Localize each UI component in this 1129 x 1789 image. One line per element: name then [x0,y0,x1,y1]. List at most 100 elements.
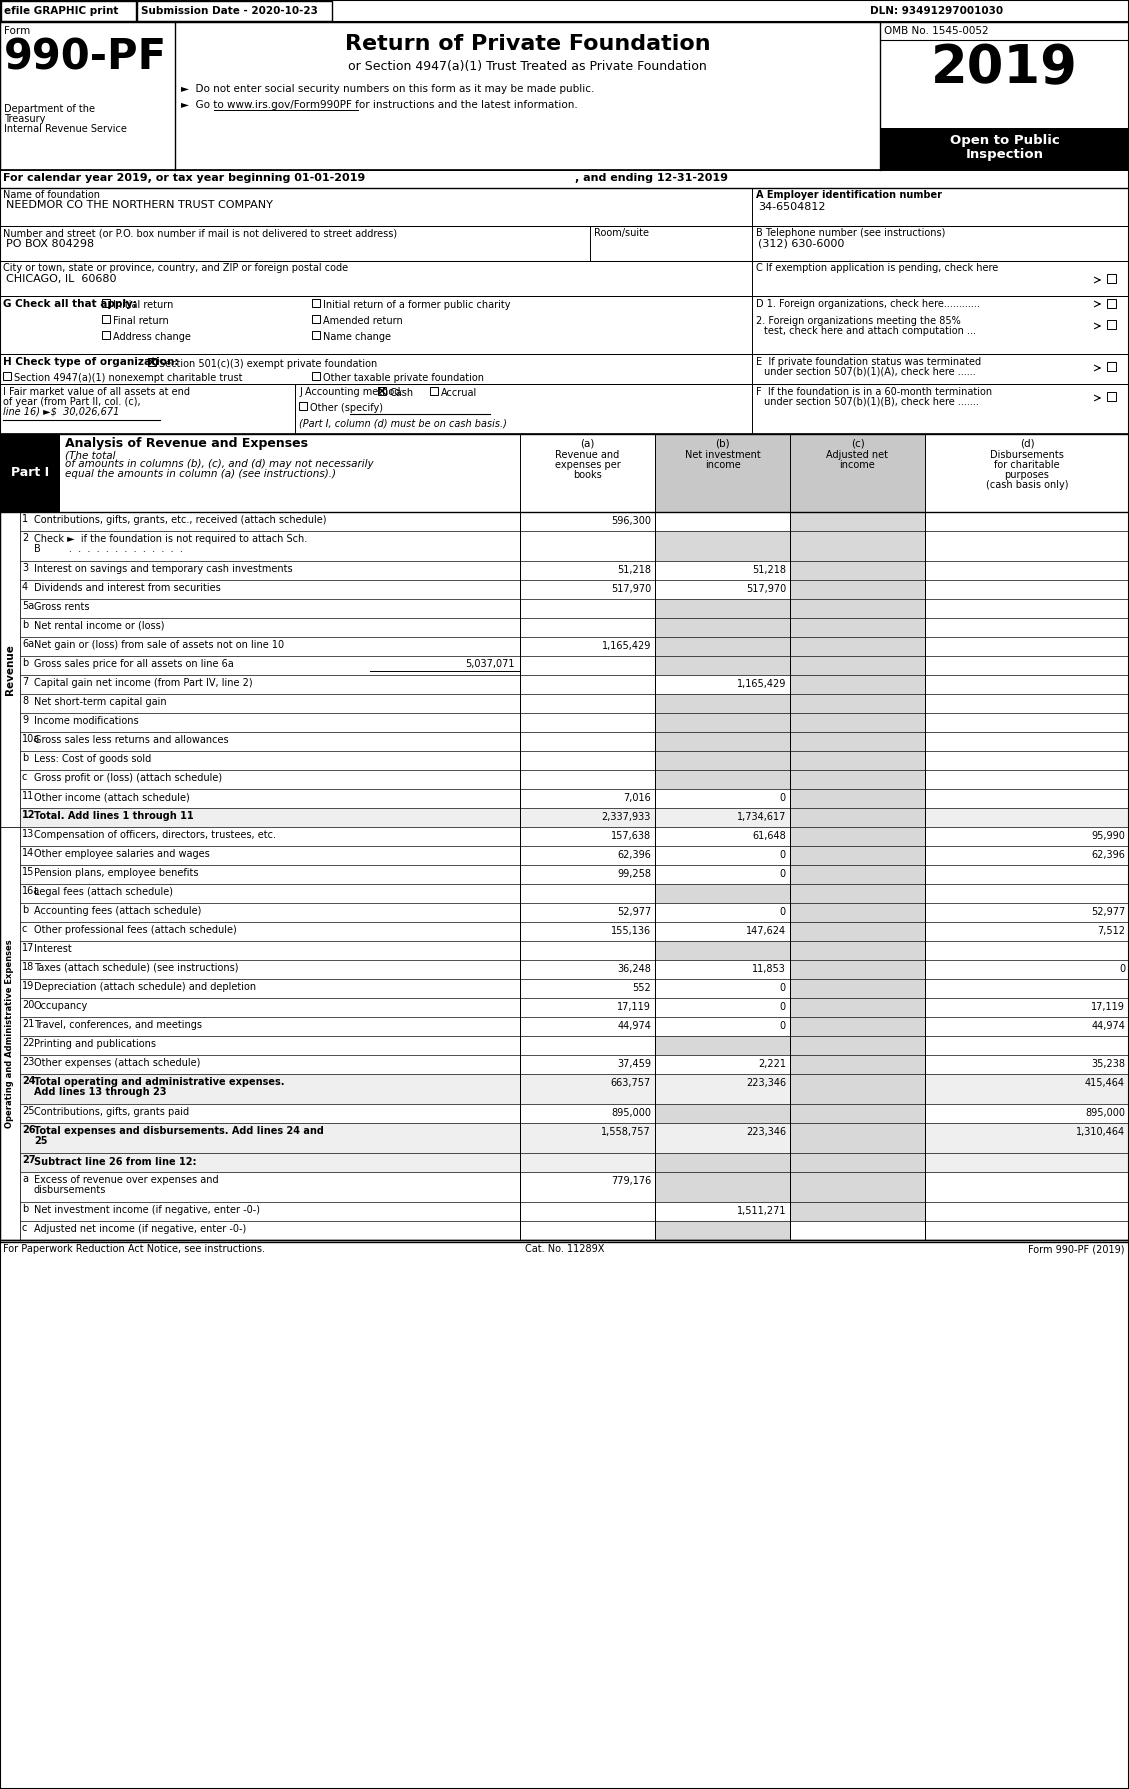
Bar [20,921,520,941]
Text: 51,218: 51,218 [618,565,651,574]
Bar [520,562,655,580]
Text: 2: 2 [21,533,28,544]
Bar [790,599,925,617]
Text: 1,734,617: 1,734,617 [736,812,786,821]
Bar [790,789,925,809]
Bar [790,903,925,921]
Bar [0,385,1129,435]
Bar [20,714,520,732]
Bar [20,1016,520,1036]
Bar [925,732,1129,751]
Bar [20,637,520,657]
Bar [655,580,790,599]
Text: Other income (attach schedule): Other income (attach schedule) [34,793,190,801]
Text: Other employee salaries and wages: Other employee salaries and wages [34,850,210,859]
Text: b: b [21,1204,28,1215]
Text: disbursements: disbursements [34,1184,106,1195]
Text: 1,558,757: 1,558,757 [602,1127,651,1138]
Text: a: a [21,1174,28,1184]
Text: Cash: Cash [390,388,413,397]
Bar [925,827,1129,846]
Text: Accrual: Accrual [441,388,478,397]
Text: Department of the: Department of the [5,104,95,114]
Bar [925,751,1129,769]
Bar [378,386,386,395]
Text: B         .  .  .  .  .  .  .  .  .  .  .  .  .: B . . . . . . . . . . . . . [34,544,183,555]
Text: 0: 0 [780,907,786,918]
Bar [520,1222,655,1240]
Bar [520,531,655,562]
Bar [20,674,520,694]
Bar [925,599,1129,617]
Bar [520,714,655,732]
Bar [790,979,925,998]
Text: 61,648: 61,648 [752,832,786,841]
Bar [790,732,925,751]
Text: 1,511,271: 1,511,271 [736,1206,786,1217]
Text: equal the amounts in column (a) (see instructions).): equal the amounts in column (a) (see ins… [65,469,336,479]
Text: 23: 23 [21,1057,34,1066]
Text: 157,638: 157,638 [611,832,651,841]
Bar [790,751,925,769]
Bar [655,1073,790,1104]
Text: 44,974: 44,974 [1091,1022,1124,1030]
Bar [655,694,790,714]
Text: Treasury: Treasury [5,114,45,123]
Text: test, check here and attach computation ...: test, check here and attach computation … [764,326,975,336]
Text: or Section 4947(a)(1) Trust Treated as Private Foundation: or Section 4947(a)(1) Trust Treated as P… [348,61,707,73]
Text: Printing and publications: Printing and publications [34,1039,156,1048]
Text: ►  Go to www.irs.gov/Form990PF for instructions and the latest information.: ► Go to www.irs.gov/Form990PF for instru… [181,100,578,109]
Bar [0,188,1129,225]
Bar [1108,299,1115,308]
Bar [790,846,925,866]
Bar [20,1104,520,1123]
Text: Compensation of officers, directors, trustees, etc.: Compensation of officers, directors, tru… [34,830,275,841]
Text: For calendar year 2019, or tax year beginning 01-01-2019: For calendar year 2019, or tax year begi… [3,174,366,182]
Text: (Part I, column (d) must be on cash basis.): (Part I, column (d) must be on cash basi… [299,419,507,429]
Text: 11: 11 [21,791,34,801]
Bar [655,599,790,617]
Text: 990-PF: 990-PF [5,36,167,79]
Text: 552: 552 [632,982,651,993]
Bar [790,694,925,714]
Bar [925,941,1129,961]
Text: Revenue: Revenue [5,644,15,694]
Text: under section 507(b)(1)(B), check here .......: under section 507(b)(1)(B), check here .… [764,397,979,408]
Text: Return of Private Foundation: Return of Private Foundation [344,34,710,54]
Bar [655,435,790,512]
Bar [790,1036,925,1056]
Bar [925,1104,1129,1123]
Bar [790,1073,925,1104]
Bar [790,1152,925,1172]
Bar [879,129,1129,170]
Bar [520,1056,655,1073]
Text: Check ►  if the foundation is not required to attach Sch.: Check ► if the foundation is not require… [34,533,307,544]
Bar [1108,361,1115,370]
Text: Room/suite: Room/suite [594,227,649,238]
Bar [790,674,925,694]
Text: 5a: 5a [21,601,34,612]
Bar [520,809,655,827]
Bar [0,435,1129,1240]
Bar [925,1016,1129,1036]
Text: 13: 13 [21,828,34,839]
Text: 22: 22 [21,1038,35,1048]
Bar [520,599,655,617]
Text: of year (from Part II, col. (c),: of year (from Part II, col. (c), [3,397,141,408]
Bar [0,225,1129,261]
Text: Initial return of a former public charity: Initial return of a former public charit… [323,301,510,309]
Text: Form 990-PF (2019): Form 990-PF (2019) [1029,1243,1124,1254]
Bar [520,827,655,846]
Text: 12: 12 [21,810,35,819]
Text: b: b [21,753,28,762]
Text: Gross profit or (loss) (attach schedule): Gross profit or (loss) (attach schedule) [34,773,222,784]
Bar [312,315,320,324]
Text: (a): (a) [580,438,595,449]
Text: 16a: 16a [21,886,41,896]
Bar [20,617,520,637]
Text: 7,016: 7,016 [623,793,651,803]
Bar [655,531,790,562]
Bar [790,1172,925,1202]
Text: 27: 27 [21,1156,35,1165]
Text: 0: 0 [1119,964,1124,973]
